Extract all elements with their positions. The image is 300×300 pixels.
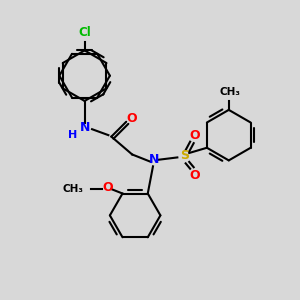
Text: O: O [190, 129, 200, 142]
Text: CH₃: CH₃ [62, 184, 83, 194]
Text: N: N [80, 121, 90, 134]
Text: O: O [102, 181, 113, 194]
Text: N: N [149, 153, 160, 166]
Text: O: O [126, 112, 137, 125]
Text: O: O [190, 169, 200, 182]
Text: CH₃: CH₃ [220, 86, 241, 97]
Text: H: H [68, 130, 77, 140]
Text: Cl: Cl [78, 26, 91, 39]
Text: S: S [180, 149, 189, 162]
